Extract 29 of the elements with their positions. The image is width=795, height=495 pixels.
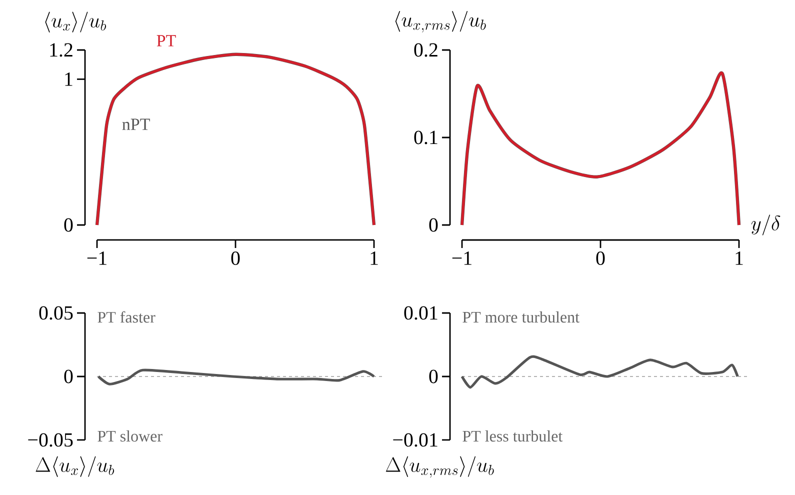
- y-tick-label: 0: [64, 218, 73, 232]
- annotation: PT faster: [98, 311, 156, 323]
- y-tick-label: 0: [429, 218, 438, 232]
- y-tick-label: 1: [65, 72, 72, 86]
- x-tick-label: −1: [87, 252, 106, 265]
- series-label: PT: [156, 35, 176, 46]
- y-tick-label: 1.2: [50, 43, 72, 57]
- y-tick-label: 0.2: [414, 43, 438, 57]
- y-tick-label: 0: [429, 370, 438, 384]
- x-tick-label: 1: [736, 252, 743, 265]
- y-tick-label: 0.1: [414, 130, 438, 144]
- y-tick-label: −0.05: [28, 433, 73, 447]
- x-tick-label: −1: [452, 252, 472, 265]
- annotation: PT slower: [98, 430, 162, 442]
- annotation: PT more turbulent: [462, 311, 580, 323]
- y-axis-title: $\langle u_{x,rms}\rangle/u_b$: [395, 10, 486, 32]
- annotation: PT less turbulet: [462, 430, 563, 442]
- y-tick-label: 0.05: [39, 306, 73, 320]
- y-tick-label: 0.01: [404, 306, 438, 320]
- x-tick-label: 0: [596, 252, 605, 266]
- y-axis-title: $\Delta\langle u_{x,rms}\rangle/u_b$: [386, 456, 494, 478]
- series-label: nPT: [122, 118, 150, 130]
- y-axis-title: $\langle u_x\rangle/u_b$: [45, 12, 106, 32]
- x-tick-label: 1: [370, 252, 378, 265]
- y-tick-label: 0: [64, 370, 73, 384]
- y-axis-title: $\Delta\langle u_x\rangle/u_b$: [36, 456, 114, 477]
- x-tick-label: 0: [231, 252, 240, 266]
- x-axis-title: $y/\delta$: [751, 214, 780, 236]
- y-tick-label: −0.01: [393, 433, 438, 447]
